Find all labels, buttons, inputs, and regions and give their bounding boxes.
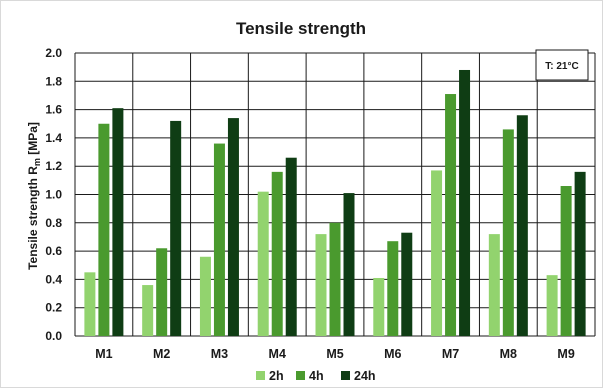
- bar-m8-24h: [516, 115, 528, 336]
- category-labels: M1 M2 M3 M4 M5 M6 M7 M8 M9: [95, 347, 575, 361]
- bar-m7-24h: [459, 69, 471, 336]
- bar-m9-2h: [546, 275, 558, 336]
- bar-m1-2h: [84, 272, 96, 336]
- temperature-annotation: T: 21°C: [535, 49, 589, 81]
- bar-m2-2h: [142, 285, 154, 336]
- bar-m9-24h: [574, 171, 586, 336]
- legend-swatch-24h: [341, 371, 350, 380]
- bar-m8-4h: [502, 129, 514, 336]
- bar-m9-4h: [560, 186, 572, 336]
- bar-m5-24h: [343, 193, 355, 336]
- y-tick-label: 0.2: [45, 301, 62, 315]
- bar-m4-4h: [271, 171, 283, 336]
- bar-m7-2h: [431, 170, 443, 336]
- bar-m7-4h: [445, 94, 457, 336]
- legend-label: 4h: [309, 369, 324, 383]
- y-tick-label: 1.0: [45, 188, 62, 202]
- bar-m4-24h: [285, 157, 297, 336]
- y-tick-label: 0.4: [45, 272, 62, 286]
- bar-m2-4h: [156, 248, 168, 336]
- bar-m2-24h: [170, 120, 182, 336]
- annotation-box: [535, 49, 589, 81]
- y-tick-label: 2.0: [45, 46, 62, 60]
- y-tick-label: 1.4: [45, 131, 62, 145]
- x-tick-label: M6: [384, 347, 401, 361]
- x-tick-label: M2: [153, 347, 170, 361]
- legend-label: 2h: [269, 369, 284, 383]
- bar-m8-2h: [488, 234, 500, 336]
- y-tick-label: 1.2: [45, 159, 62, 173]
- bar-m5-2h: [315, 234, 327, 336]
- annotation-text: T: 21°C: [545, 61, 578, 72]
- y-tick-label: 0.6: [45, 244, 62, 258]
- x-tick-label: M7: [442, 347, 459, 361]
- x-tick-label: M5: [326, 347, 343, 361]
- y-axis-label: Tensile strength Rm [MPa]: [26, 122, 42, 270]
- bar-m4-2h: [257, 191, 269, 336]
- bar-m1-4h: [98, 123, 110, 336]
- legend-swatch-2h: [256, 371, 265, 380]
- x-tick-label: M8: [500, 347, 517, 361]
- bar-m1-24h: [112, 108, 124, 336]
- bar-m5-4h: [329, 222, 341, 336]
- y-tick-label: 1.8: [45, 74, 62, 88]
- x-tick-label: M3: [211, 347, 228, 361]
- legend: 2h 4h 24h: [256, 369, 376, 383]
- x-tick-label: M4: [269, 347, 286, 361]
- bar-m6-2h: [373, 277, 385, 336]
- bars: [84, 69, 586, 336]
- bar-m3-24h: [227, 118, 239, 336]
- x-tick-label: M1: [95, 347, 112, 361]
- y-tick-label: 0.0: [45, 329, 62, 343]
- bar-m6-24h: [401, 232, 413, 336]
- bar-m6-4h: [387, 241, 399, 336]
- chart-title: Tensile strength: [236, 19, 366, 38]
- legend-swatch-4h: [296, 371, 305, 380]
- y-tick-label: 0.8: [45, 216, 62, 230]
- bar-m3-2h: [199, 256, 211, 336]
- bar-m3-4h: [213, 143, 225, 336]
- y-tick-labels: 0.0 0.2 0.4 0.6 0.8 1.0 1.2 1.4 1.6 1.8 2.0: [45, 46, 62, 343]
- legend-label: 24h: [354, 369, 376, 383]
- y-tick-label: 1.6: [45, 103, 62, 117]
- x-tick-label: M9: [557, 347, 574, 361]
